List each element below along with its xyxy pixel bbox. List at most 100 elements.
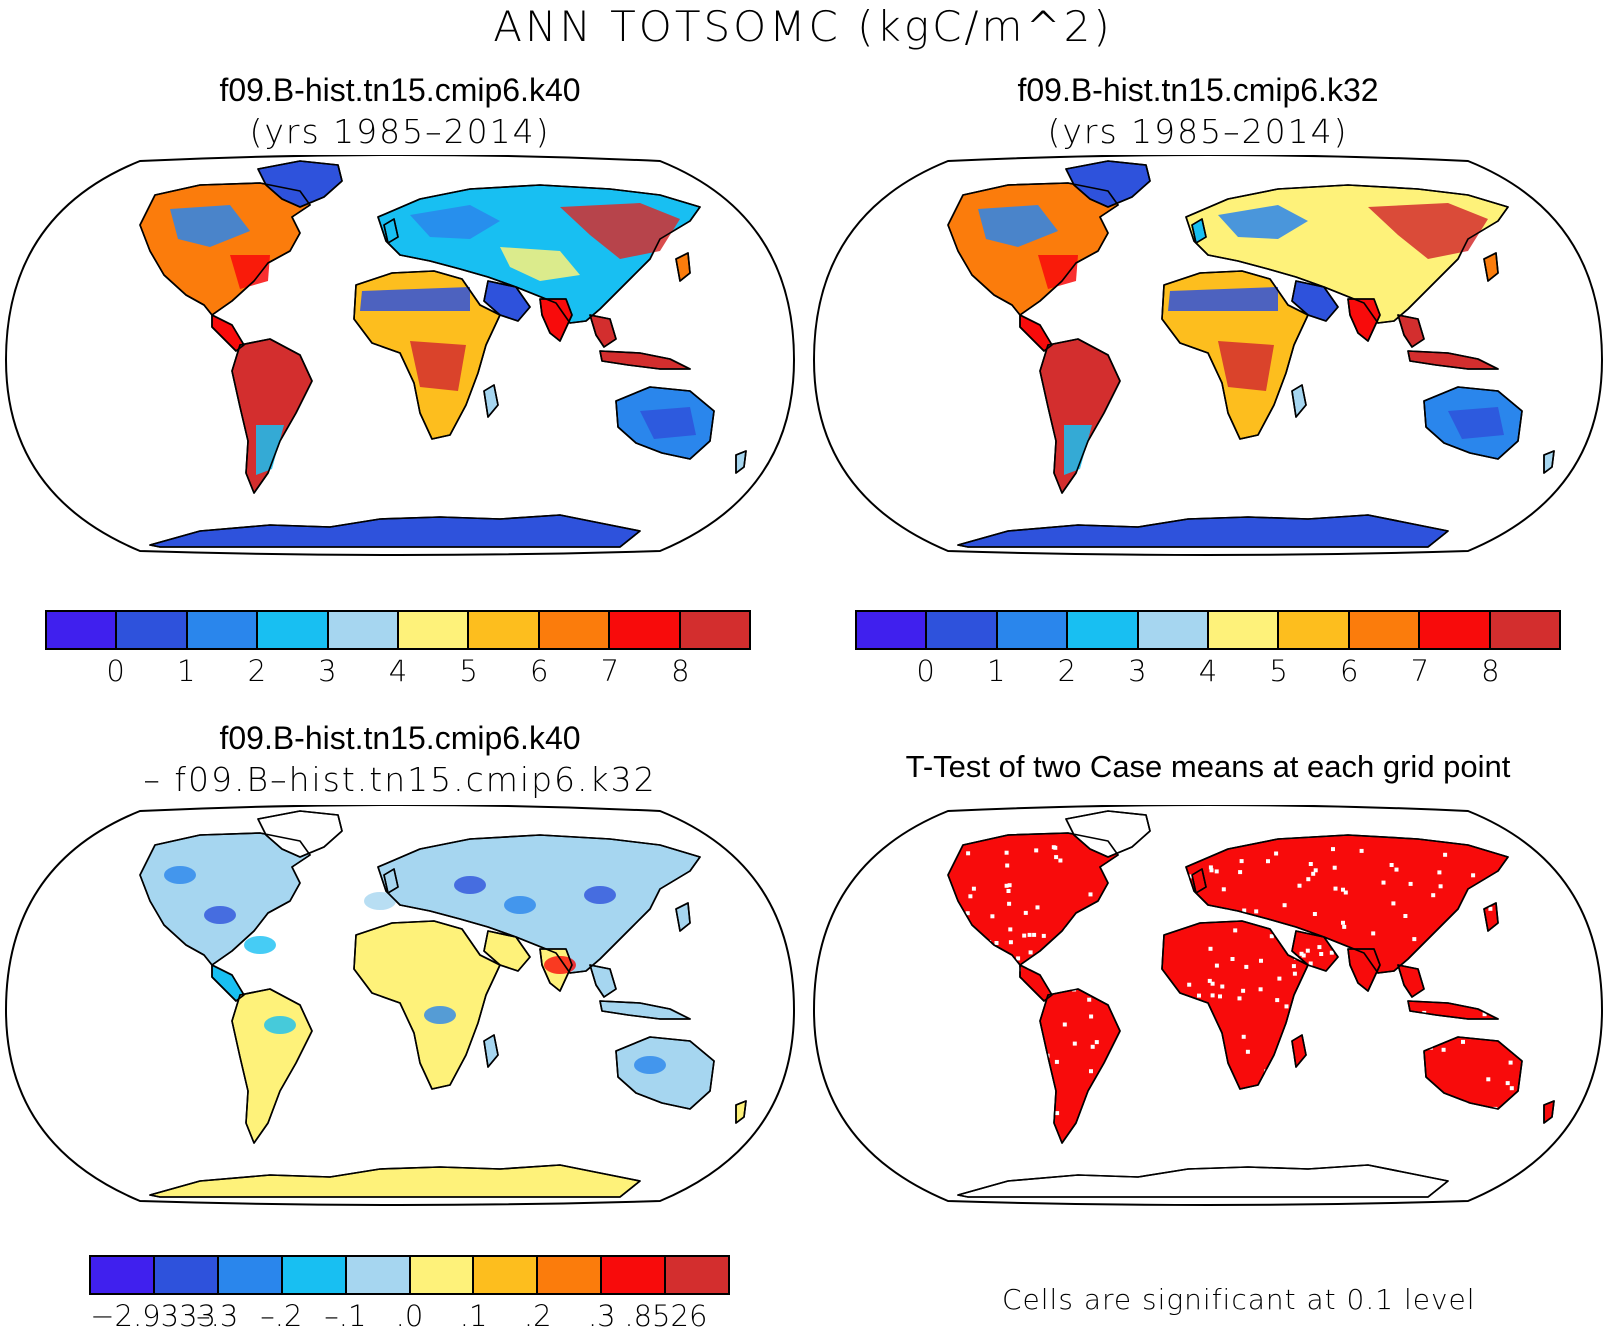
colorbar-swatch [258,612,329,648]
coastline [1347,948,1381,992]
non-significant-cell [1266,859,1270,864]
colorbar-bottom-left [89,1255,730,1295]
non-significant-cell [1291,964,1296,969]
coastline [483,1034,499,1068]
colorbar-top-right-label: 2 [1057,654,1077,688]
non-significant-cell [1499,927,1504,931]
non-significant-cell [1381,880,1386,885]
non-significant-cell [1237,996,1242,1001]
non-significant-cell [1214,963,1219,968]
colorbar-swatch [47,612,118,648]
colorbar-swatch [680,612,750,648]
non-significant-cell [1241,988,1246,993]
colorbar-top-right-label: 3 [1128,654,1147,688]
non-significant-cell [1219,1106,1224,1111]
coastline [1291,280,1339,322]
map-border [4,155,796,556]
coastline [211,314,245,352]
field-region [410,341,466,391]
map-border [4,805,796,1206]
non-significant-cell [1180,853,1185,858]
coastline [615,1036,715,1110]
non-significant-cell [1041,933,1046,938]
non-significant-cell [1482,1012,1487,1017]
non-significant-cell [1284,1004,1289,1009]
non-significant-cell [1269,934,1274,939]
non-significant-cell [1385,1056,1390,1061]
non-significant-cell [1212,907,1216,912]
panel-subtitle-bottom-left: – f09.B–hist.tn15.cmip6.k32 [143,760,657,799]
non-significant-cell [1276,1065,1281,1069]
non-significant-cell [1008,927,1013,932]
coastline [483,930,531,972]
non-significant-cell [1224,1112,1229,1117]
non-significant-cell [1184,921,1189,926]
non-significant-cell [1137,850,1142,855]
colorbar-bottom-left-label: .3 [587,1299,616,1333]
non-significant-cell [1009,1112,1013,1117]
colorbar-swatch [469,612,540,648]
coastline [139,832,311,966]
field-region [978,205,1058,247]
colorbar-swatch [538,1257,603,1293]
non-significant-cell [1197,905,1202,910]
non-significant-cell [1210,981,1215,986]
non-significant-cell [1210,993,1215,998]
colorbar-swatch [474,1257,539,1293]
map-border [812,805,1604,1206]
non-significant-cell [1308,862,1313,866]
coastline [377,834,701,974]
colorbar-bottom-left-label: .1 [459,1299,488,1333]
colorbar-swatch [187,612,259,648]
non-significant-cell [1313,868,1318,873]
non-significant-cell [1283,1091,1287,1096]
colorbar-top-right-label: 7 [1410,654,1430,688]
non-significant-cell [1383,1079,1388,1084]
non-significant-cell [966,851,971,856]
coastline [675,252,691,282]
coastline [539,948,573,992]
non-significant-cell [1208,946,1213,951]
non-significant-cell [1297,883,1302,888]
non-significant-cell [1220,984,1225,989]
non-significant-cell [1312,912,1317,916]
coastline [1291,930,1339,972]
non-significant-cell [1188,905,1193,910]
non-significant-cell [1464,938,1469,942]
non-significant-cell [1019,979,1024,983]
colorbar-swatch [1349,612,1421,648]
field-region [230,255,270,289]
colorbar-bottom-left-label: .8526 [624,1299,708,1333]
colorbar-swatch [399,612,470,648]
coastline [1291,1034,1307,1068]
non-significant-cell [1007,901,1012,906]
non-significant-cell [1258,987,1263,992]
non-significant-cell [1332,865,1337,870]
coastline [957,1164,1449,1198]
non-significant-cell [985,956,990,961]
non-significant-cell [1319,952,1324,956]
non-significant-cell [1214,1078,1219,1083]
coastline [539,298,573,342]
coastline [1191,868,1207,894]
coastline [735,1100,747,1124]
coastline [1185,834,1509,974]
non-significant-cell [1054,1059,1059,1064]
field-region [1038,255,1078,289]
non-significant-cell [1142,941,1147,946]
coastline [139,182,311,316]
coastline [1161,920,1309,1090]
non-significant-cell [974,997,979,1002]
non-significant-cell [1346,1035,1351,1040]
non-significant-cell [1349,1044,1353,1049]
non-significant-cell [1343,890,1348,895]
non-significant-cell [1452,956,1457,961]
panel-subtitle-top-right: (yrs 1985–2014) [1047,112,1349,151]
non-significant-cell [1006,889,1011,893]
non-significant-cell [1486,1077,1491,1082]
non-significant-cell [1094,1040,1099,1045]
coastline [353,920,501,1090]
non-significant-cell [1390,1021,1395,1026]
non-significant-cell [1292,1023,1297,1028]
non-significant-cell [1026,1087,1031,1092]
